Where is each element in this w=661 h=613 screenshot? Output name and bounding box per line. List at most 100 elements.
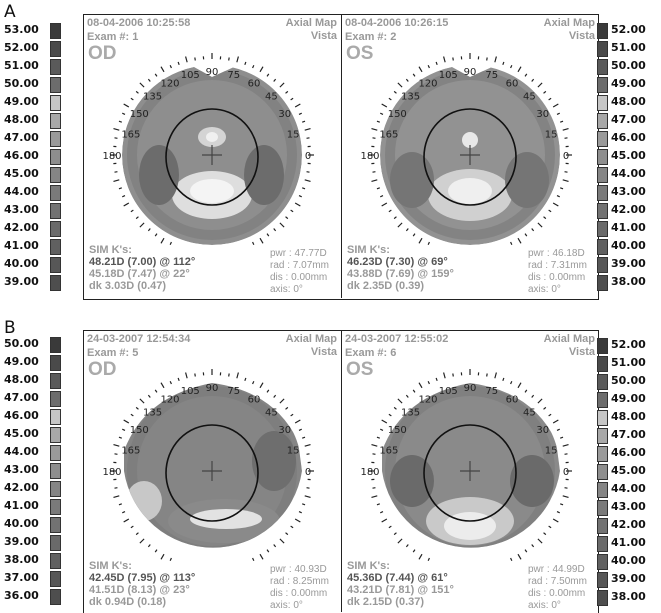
angle-tick: [124, 420, 129, 423]
angle-tick: [371, 180, 377, 182]
scale-value: 38.00: [611, 274, 646, 290]
angle-label: 60: [248, 394, 261, 405]
angle-tick: [136, 217, 138, 219]
scale-row: 49.00: [597, 391, 659, 407]
angle-tick: [195, 374, 196, 377]
scale-row: 41.00: [597, 220, 659, 236]
angle-tick: [274, 229, 276, 231]
scale-swatch: [50, 571, 61, 587]
scale-row: 49.00: [2, 94, 64, 110]
angle-tick: [286, 533, 288, 535]
angle-tick: [371, 445, 377, 447]
angle-tick: [373, 454, 376, 455]
scale-swatch: [597, 131, 608, 147]
scale-value: 42.00: [611, 202, 646, 218]
angle-tick: [382, 519, 387, 522]
angle-tick: [436, 378, 437, 381]
scale-value: 42.00: [4, 480, 39, 496]
sim-k-readout: SIM K's:48.21D (7.00) @ 112°45.18D (7.47…: [89, 244, 195, 292]
angle-tick: [419, 67, 422, 72]
angle-tick: [136, 533, 138, 535]
scale-swatch: [50, 257, 61, 273]
radius-readout: rad : 7.50mm: [528, 576, 587, 588]
scale-row: 46.00: [597, 130, 659, 146]
angle-tick: [532, 395, 534, 397]
angle-tick: [553, 104, 558, 107]
scale-value: 49.00: [611, 391, 646, 407]
angle-tick: [398, 539, 402, 543]
scale-row: 44.00: [597, 166, 659, 182]
scale-swatch: [50, 77, 61, 93]
angle-tick: [267, 550, 269, 552]
scale-value: 42.00: [611, 517, 646, 533]
angle-tick: [373, 138, 376, 139]
scale-row: 39.00: [597, 256, 659, 272]
scale-swatch: [50, 553, 61, 569]
angle-label: 60: [506, 78, 519, 89]
sim-k-flat: 45.18D (7.47) @ 22°: [89, 268, 195, 280]
scale-value: 44.00: [611, 481, 646, 497]
angle-tick: [161, 554, 164, 559]
angle-tick: [544, 217, 546, 219]
scale-swatch: [50, 409, 61, 425]
angle-label: 180: [360, 467, 379, 478]
scale-row: 45.00: [597, 148, 659, 164]
angle-tick: [380, 196, 383, 197]
scale-swatch: [50, 221, 61, 237]
angle-tick: [155, 234, 157, 236]
scale-swatch: [597, 428, 608, 444]
scale-row: 48.00: [597, 94, 659, 110]
scale-value: 47.00: [4, 390, 39, 406]
angle-tick: [406, 79, 408, 81]
angle-label: 150: [130, 109, 149, 120]
angle-tick: [280, 399, 284, 403]
scale-swatch: [597, 536, 608, 552]
scale-row: 44.00: [597, 481, 659, 497]
scale-value: 37.00: [4, 570, 39, 586]
scale-swatch: [597, 221, 608, 237]
angle-tick: [413, 234, 415, 236]
scale-swatch: [50, 41, 61, 57]
axis-readout: axis: 0°: [270, 284, 329, 296]
angle-tick: [518, 67, 521, 72]
scale-row: 52.00: [597, 22, 659, 38]
angle-tick: [305, 445, 311, 447]
angle-tick: [131, 526, 133, 528]
scale-value: 45.00: [611, 463, 646, 479]
scale-swatch: [597, 446, 608, 462]
angle-tick: [115, 172, 118, 173]
angle-tick: [406, 395, 408, 397]
angle-tick: [245, 378, 246, 381]
angle-tick: [253, 242, 254, 245]
angle-tick: [532, 79, 534, 81]
angle-tick: [170, 65, 171, 68]
scale-value: 41.00: [611, 220, 646, 236]
angle-tick: [195, 58, 196, 61]
angle-tick: [549, 526, 551, 528]
angle-tick: [178, 378, 179, 381]
scale-row: 45.00: [2, 426, 64, 442]
angle-label: 15: [545, 445, 558, 456]
scale-row: 40.00: [597, 553, 659, 569]
angle-tick: [549, 98, 551, 100]
scale-value: 44.00: [4, 444, 39, 460]
angle-tick: [119, 437, 122, 438]
sim-k-readout: SIM K's:46.23D (7.30) @ 69°43.88D (7.69)…: [347, 244, 454, 292]
angle-tick: [140, 223, 144, 227]
scale-row: 45.00: [2, 166, 64, 182]
scale-row: 48.00: [2, 372, 64, 388]
scale-row: 41.00: [597, 535, 659, 551]
angle-tick: [544, 407, 546, 409]
scale-value: 41.00: [4, 498, 39, 514]
angle-label: 45: [265, 92, 278, 103]
angle-label: 0: [563, 467, 569, 478]
angle-tick: [178, 62, 179, 65]
scale-value: 49.00: [611, 76, 646, 92]
angle-tick: [518, 238, 521, 243]
scale-row: 39.00: [2, 274, 64, 290]
scale-value: 50.00: [4, 76, 39, 92]
scale-value: 50.00: [611, 58, 646, 74]
angle-tick: [299, 196, 302, 197]
angle-tick: [563, 129, 569, 131]
